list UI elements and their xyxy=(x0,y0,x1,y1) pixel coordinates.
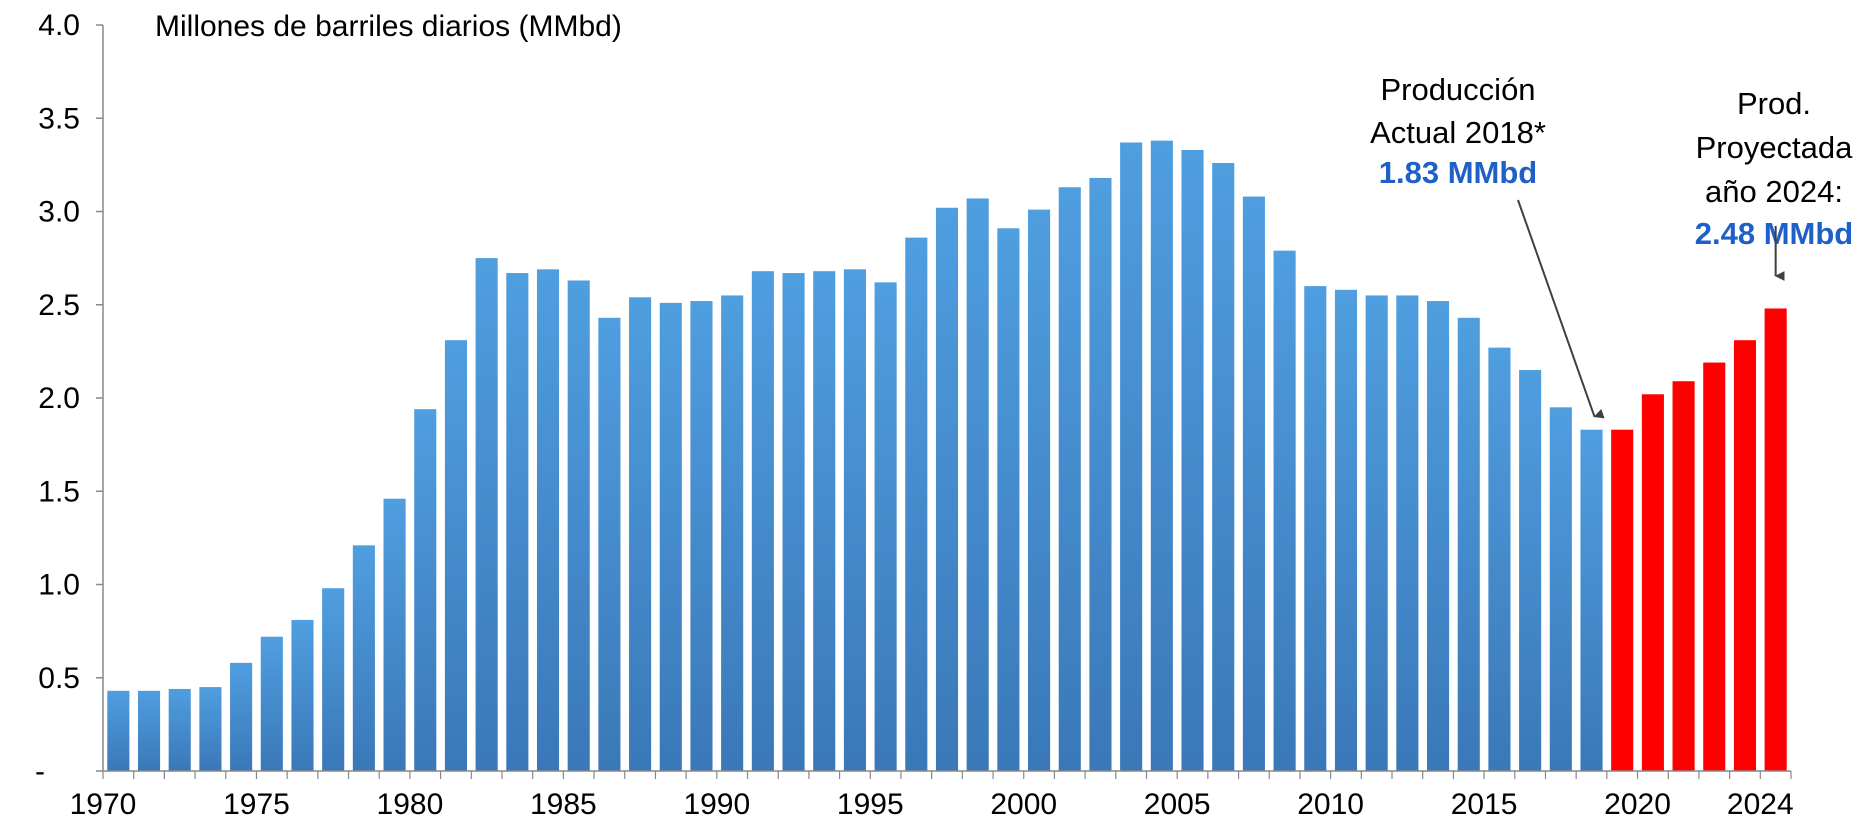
bar-projected-2020 xyxy=(1641,394,1664,771)
x-axis-ticks: 1970 1975 1980 1985 1990 1995 2000 2005 2010 2015… xyxy=(70,771,1794,821)
bar-actual-1991 xyxy=(751,271,774,771)
bar-actual-1982 xyxy=(475,258,498,772)
bar-actual-1990 xyxy=(721,295,744,771)
bar-actual-1986 xyxy=(598,317,621,771)
bar-actual-2006 xyxy=(1212,163,1235,771)
bar-actual-1987 xyxy=(629,297,652,771)
x-tick-label-1980: 1980 xyxy=(377,788,444,821)
bar-actual-2014 xyxy=(1457,317,1480,771)
bar-projected-2024 xyxy=(1764,308,1787,771)
annotation-actual-value: 1.83 MMbd xyxy=(1379,155,1537,190)
bar-projected-2021 xyxy=(1672,381,1695,771)
x-tick-label-2000: 2000 xyxy=(990,788,1057,821)
bar-actual-1992 xyxy=(782,273,805,771)
bar-actual-1979 xyxy=(383,498,406,771)
y-tick-label: 4.0 xyxy=(38,9,80,42)
y-tick-label: 3.0 xyxy=(38,196,80,229)
x-tick-label-2015: 2015 xyxy=(1451,788,1518,821)
bar-actual-1989 xyxy=(690,301,713,771)
bar-projected-2023 xyxy=(1733,340,1757,771)
bar-actual-1993 xyxy=(813,271,836,771)
bar-actual-2018 xyxy=(1580,429,1603,771)
bar-actual-1973 xyxy=(199,687,222,771)
bar-actual-1983 xyxy=(506,273,529,771)
x-tick-label-1995: 1995 xyxy=(837,788,904,821)
annotation-projected-line-2: Proyectada xyxy=(1696,130,1854,165)
bar-projected-2022 xyxy=(1703,362,1726,771)
y-axis-unit-label: Millones de barriles diarios (MMbd) xyxy=(155,10,622,43)
bar-actual-1999 xyxy=(997,228,1020,771)
bar-actual-1997 xyxy=(935,207,959,771)
y-tick-label: 2.5 xyxy=(38,289,80,322)
annotation-actual-line-1: Producción xyxy=(1380,72,1535,107)
y-tick-label: 1.5 xyxy=(38,475,80,508)
bar-actual-2012 xyxy=(1396,295,1419,771)
bar-actual-2000 xyxy=(1028,209,1051,771)
x-tick-label-1985: 1985 xyxy=(530,788,597,821)
annotation-actual-line-2: Actual 2018* xyxy=(1370,115,1546,150)
x-tick-label-2020: 2020 xyxy=(1604,788,1671,821)
y-tick-label: 1.0 xyxy=(38,569,80,602)
bar-actual-1980 xyxy=(414,409,437,771)
annotations-group: Producción Actual 2018* 1.83 MMbd Prod. Proy… xyxy=(1370,72,1854,419)
bar-actual-2013 xyxy=(1427,301,1450,771)
bar-actual-1975 xyxy=(260,636,283,771)
y-tick-label: 0.5 xyxy=(38,662,80,695)
bar-actual-1988 xyxy=(659,302,682,771)
bar-actual-2004 xyxy=(1150,140,1173,771)
x-tick-label-1970: 1970 xyxy=(70,788,137,821)
bar-actual-2010 xyxy=(1334,289,1358,771)
bar-actual-2008 xyxy=(1273,250,1296,771)
bar-actual-1998 xyxy=(966,198,989,771)
bar-actual-1971 xyxy=(137,690,161,771)
bar-actual-2016 xyxy=(1519,370,1542,771)
bar-actual-1977 xyxy=(322,588,345,771)
bar-actual-1978 xyxy=(352,545,375,771)
x-tick-label-1990: 1990 xyxy=(683,788,750,821)
bar-actual-2005 xyxy=(1181,149,1204,771)
y-tick-label: 2.0 xyxy=(38,382,80,415)
annotation-projected-line-3: año 2024: xyxy=(1705,174,1843,209)
bar-actual-1981 xyxy=(444,340,467,771)
bar-actual-1994 xyxy=(843,269,866,771)
y-tick-label: 3.5 xyxy=(38,102,80,135)
annotation-projected-line-1: Prod. xyxy=(1737,86,1811,121)
bar-actual-1972 xyxy=(168,688,191,771)
bar-actual-1976 xyxy=(291,619,314,771)
y-tick-label: - xyxy=(35,755,45,788)
bar-actual-2017 xyxy=(1549,407,1572,771)
bar-actual-2007 xyxy=(1242,196,1265,771)
x-tick-label-2024: 2024 xyxy=(1727,788,1794,821)
annotation-projected-value: 2.48 MMbd xyxy=(1695,216,1853,251)
y-axis-ticks: - 0.5 1.0 1.5 2.0 2.5 3.0 3.5 4.0 xyxy=(35,9,103,788)
bar-actual-2011 xyxy=(1365,295,1388,771)
bar-actual-2002 xyxy=(1089,177,1112,771)
bar-actual-1996 xyxy=(905,237,928,772)
bar-actual-2003 xyxy=(1120,142,1143,771)
annotation-actual-arrow xyxy=(1517,199,1605,419)
bar-actual-1985 xyxy=(567,280,590,771)
bar-projected-2019 xyxy=(1611,429,1634,771)
bars-group xyxy=(107,140,1787,772)
bar-actual-2001 xyxy=(1058,187,1081,771)
bar-actual-1995 xyxy=(874,282,897,771)
bar-actual-1974 xyxy=(230,662,253,771)
bar-actual-2009 xyxy=(1304,286,1327,771)
x-tick-label-2005: 2005 xyxy=(1144,788,1211,821)
bar-actual-1984 xyxy=(536,269,560,771)
x-tick-label-1975: 1975 xyxy=(223,788,290,821)
bar-actual-2015 xyxy=(1488,347,1511,771)
x-tick-label-2010: 2010 xyxy=(1297,788,1364,821)
bar-actual-1970 xyxy=(107,690,130,771)
